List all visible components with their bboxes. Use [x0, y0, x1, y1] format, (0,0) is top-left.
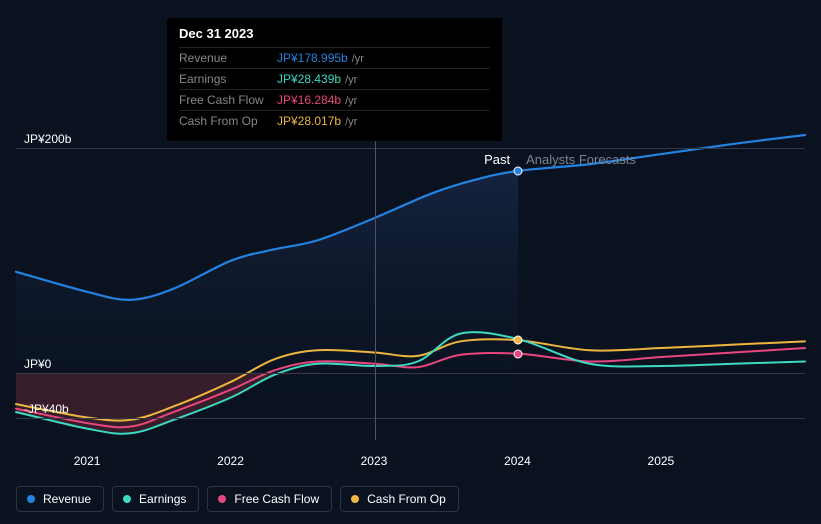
x-axis-label: 2022	[217, 454, 244, 468]
tooltip-metric-label: Revenue	[179, 51, 277, 65]
tooltip-metric-value: JP¥178.995b	[277, 51, 348, 65]
tooltip-unit: /yr	[352, 53, 364, 65]
tooltip-metric-label: Free Cash Flow	[179, 93, 277, 107]
tooltip-metric-label: Cash From Op	[179, 114, 277, 128]
tooltip-date: Dec 31 2023	[179, 26, 490, 47]
gridline	[16, 148, 805, 149]
plot-area[interactable]: JP¥200b JP¥0 -JP¥40b 2021 2022 2023 2024 2025 Pa…	[16, 126, 805, 470]
forecast-label: Analysts Forecasts	[526, 152, 636, 167]
legend-dot	[351, 495, 359, 503]
legend-label: Free Cash Flow	[234, 492, 319, 506]
legend-item-revenue[interactable]: Revenue	[16, 486, 104, 512]
tooltip-metric-value: JP¥28.439b	[277, 72, 341, 86]
chart-legend: Revenue Earnings Free Cash Flow Cash From O…	[16, 486, 459, 512]
earnings-revenue-chart: Dec 31 2023 RevenueJP¥178.995b/yrEarning…	[0, 0, 821, 524]
legend-label: Revenue	[43, 492, 91, 506]
marker-dot	[514, 349, 523, 358]
marker-dot	[514, 336, 523, 345]
tooltip-row: Cash From OpJP¥28.017b/yr	[179, 110, 490, 131]
legend-dot	[27, 495, 35, 503]
tooltip-metric-value: JP¥16.284b	[277, 93, 341, 107]
legend-dot	[123, 495, 131, 503]
chart-tooltip: Dec 31 2023 RevenueJP¥178.995b/yrEarning…	[167, 18, 502, 141]
tooltip-unit: /yr	[345, 116, 357, 128]
tooltip-row: RevenueJP¥178.995b/yr	[179, 47, 490, 68]
tooltip-unit: /yr	[345, 95, 357, 107]
legend-item-cash-from-op[interactable]: Cash From Op	[340, 486, 459, 512]
legend-item-earnings[interactable]: Earnings	[112, 486, 199, 512]
legend-label: Cash From Op	[367, 492, 446, 506]
tooltip-unit: /yr	[345, 74, 357, 86]
x-axis-label: 2024	[504, 454, 531, 468]
legend-dot	[218, 495, 226, 503]
tooltip-metric-value: JP¥28.017b	[277, 114, 341, 128]
tooltip-metric-label: Earnings	[179, 72, 277, 86]
x-axis-label: 2023	[361, 454, 388, 468]
legend-item-free-cash-flow[interactable]: Free Cash Flow	[207, 486, 332, 512]
marker-dot	[514, 166, 523, 175]
legend-label: Earnings	[139, 492, 186, 506]
gridline	[16, 418, 805, 419]
tooltip-row: Free Cash FlowJP¥16.284b/yr	[179, 89, 490, 110]
x-axis-label: 2021	[74, 454, 101, 468]
x-axis-label: 2025	[648, 454, 675, 468]
hover-vline	[375, 126, 376, 440]
tooltip-row: EarningsJP¥28.439b/yr	[179, 68, 490, 89]
y-axis-label: -JP¥40b	[24, 402, 69, 416]
past-label: Past	[484, 152, 510, 167]
gridline	[16, 373, 805, 374]
y-axis-label: JP¥0	[24, 357, 51, 371]
y-axis-label: JP¥200b	[24, 132, 71, 146]
